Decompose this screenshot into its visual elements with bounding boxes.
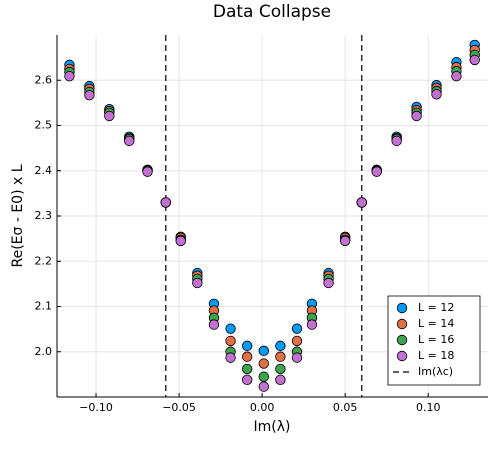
point [225, 335, 236, 347]
y-tick-label: 2.5 [35, 119, 53, 132]
point [451, 70, 462, 82]
legend-label: L = 14 [418, 317, 454, 330]
point [291, 352, 303, 363]
x-tick-label: 0.05 [333, 401, 358, 414]
legend-label: L = 12 [418, 301, 454, 314]
point [411, 110, 422, 122]
point [258, 371, 269, 382]
x-tick-label: 0.10 [416, 401, 441, 414]
point [104, 110, 115, 122]
legend-label: Im(λc) [418, 365, 453, 378]
y-tick-label: 2.0 [35, 345, 53, 358]
point [291, 323, 303, 334]
point [371, 166, 382, 177]
point [175, 235, 186, 247]
point [323, 277, 334, 289]
y-axis-label: Re(Eσ - E0) x L [10, 164, 26, 267]
point [124, 135, 135, 147]
point [160, 197, 171, 208]
legend-marker [396, 350, 408, 362]
point [356, 197, 367, 208]
point [258, 345, 269, 357]
point [431, 89, 442, 100]
point [225, 323, 236, 334]
legend-label: L = 18 [418, 349, 454, 362]
point [275, 340, 286, 352]
legend-label: L = 16 [418, 333, 454, 346]
x-axis-label: Im(λ) [254, 419, 291, 435]
point [391, 135, 402, 147]
point [306, 319, 318, 330]
point [241, 340, 253, 352]
point [225, 352, 236, 363]
x-tick-label: 0.00 [250, 401, 275, 414]
point [241, 363, 253, 375]
point [241, 374, 253, 386]
point [64, 70, 75, 82]
y-tick-label: 2.1 [35, 300, 53, 313]
legend-marker [396, 334, 408, 346]
point [469, 54, 480, 66]
x-tick-label: −0.05 [162, 401, 196, 414]
point [241, 351, 253, 362]
y-tick-label: 2.3 [35, 209, 53, 222]
point [192, 277, 203, 289]
point [258, 358, 269, 369]
chart-title: Data Collapse [213, 2, 331, 22]
point [142, 166, 153, 177]
y-tick-label: 2.2 [35, 254, 53, 267]
point [275, 374, 286, 386]
point [275, 351, 286, 362]
legend-marker [396, 318, 408, 330]
point [208, 319, 220, 330]
point [84, 89, 95, 101]
y-tick-label: 2.4 [35, 164, 53, 177]
x-tick-label: −0.10 [79, 401, 113, 414]
point [291, 335, 303, 347]
y-tick-label: 2.6 [35, 73, 53, 86]
point [258, 381, 269, 392]
point [275, 363, 286, 375]
legend-marker [396, 302, 408, 314]
point [339, 235, 351, 247]
